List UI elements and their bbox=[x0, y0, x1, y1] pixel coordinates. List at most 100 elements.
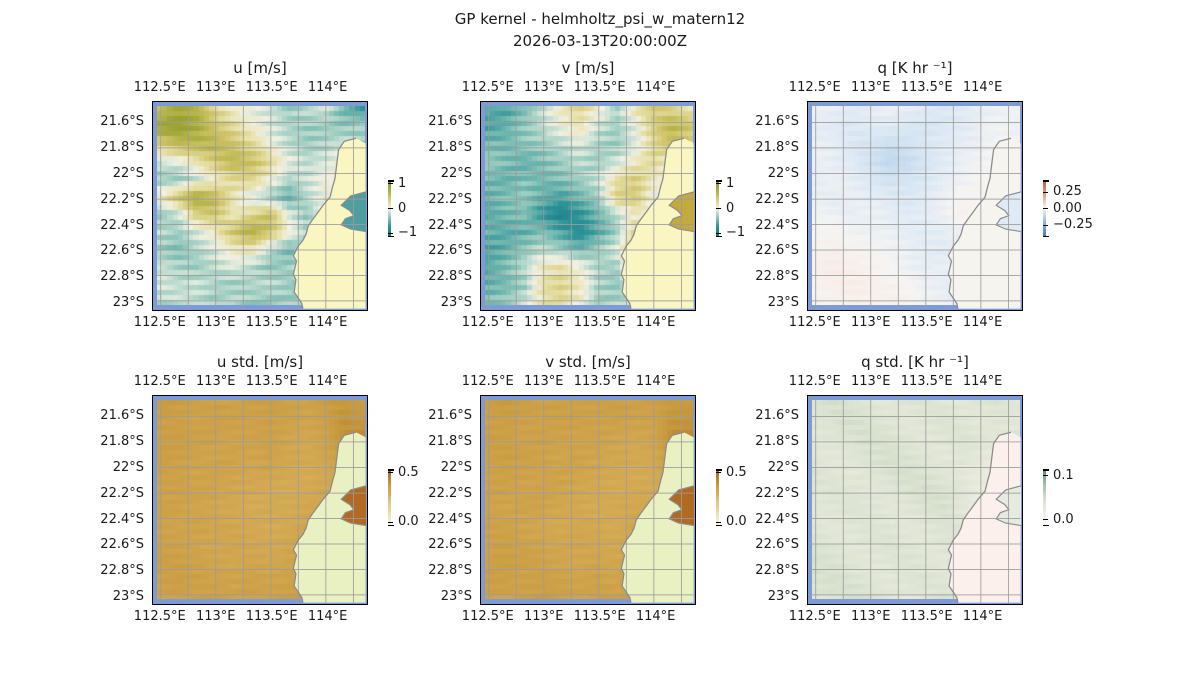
colorbar-cap-top-u_std bbox=[388, 469, 394, 471]
xtick-top-u_std: 112.5°E bbox=[133, 374, 186, 389]
colorbar-label-q: −0.25 bbox=[1053, 217, 1093, 232]
ytick-v_std: 21.8°S bbox=[428, 433, 472, 449]
xtick-bottom-v: 113.5°E bbox=[573, 315, 626, 330]
ytick-u: 22.2°S bbox=[100, 191, 144, 207]
colorbar-tick-v_std bbox=[716, 472, 721, 474]
xtick-bottom-u: 113°E bbox=[195, 315, 236, 330]
xtick-top-q_std: 114°E bbox=[962, 374, 1003, 389]
colorbar-tick-v bbox=[716, 208, 721, 209]
ytick-q_std: 21.8°S bbox=[755, 433, 799, 449]
land-u bbox=[293, 138, 366, 309]
xtick-top-v_std: 114°E bbox=[635, 374, 676, 389]
xtick-top-v: 113°E bbox=[523, 80, 564, 95]
coastline-q bbox=[947, 137, 1012, 309]
ytick-v_std: 22.6°S bbox=[428, 537, 472, 553]
colorbar-label-v_std: 0.0 bbox=[726, 514, 747, 530]
colorbar-cap-top-q_std bbox=[1043, 469, 1049, 471]
xtick-top-q_std: 113°E bbox=[850, 374, 891, 389]
colorbar-tick-q_std bbox=[1043, 475, 1048, 476]
xtick-bottom-u: 112.5°E bbox=[133, 315, 186, 330]
land-q_std bbox=[948, 432, 1021, 603]
ytick-v_std: 22.8°S bbox=[428, 563, 472, 579]
xtick-bottom-u_std: 114°E bbox=[307, 609, 348, 624]
colorbar-tick-u_std bbox=[388, 521, 393, 523]
ytick-q_std: 22.6°S bbox=[755, 537, 799, 553]
ytick-v: 21.8°S bbox=[428, 139, 472, 155]
xtick-top-u: 113°E bbox=[195, 80, 236, 95]
map-overlay-v bbox=[481, 102, 694, 309]
xtick-top-u: 113.5°E bbox=[245, 80, 298, 95]
colorbar-tick-q bbox=[1043, 208, 1048, 209]
land-q bbox=[948, 138, 1021, 309]
ytick-u: 21.6°S bbox=[100, 113, 144, 129]
ytick-q_std: 23°S bbox=[767, 589, 799, 605]
xtick-bottom-v: 114°E bbox=[635, 315, 676, 330]
colorbar-cap-bottom-v_std bbox=[716, 524, 722, 526]
ytick-q: 21.8°S bbox=[755, 139, 799, 155]
ytick-q: 22.6°S bbox=[755, 243, 799, 259]
colorbar-cap-bottom-q_std bbox=[1043, 524, 1049, 526]
colorbar-label-v: 0 bbox=[726, 200, 735, 216]
ytick-v: 22°S bbox=[440, 165, 472, 181]
ytick-q: 22.2°S bbox=[755, 191, 799, 207]
map-u bbox=[152, 101, 368, 311]
ytick-v: 23°S bbox=[440, 295, 472, 311]
ytick-u_std: 21.8°S bbox=[100, 433, 144, 449]
xtick-top-u_std: 114°E bbox=[307, 374, 348, 389]
xtick-bottom-u_std: 112.5°E bbox=[133, 609, 186, 624]
map-u_std bbox=[152, 395, 368, 605]
colorbar-label-q: 0.00 bbox=[1053, 200, 1082, 216]
panel-title-q: q [K hr ⁻¹] bbox=[877, 59, 953, 77]
colorbar-label-q_std: 0.0 bbox=[1053, 511, 1074, 527]
ytick-u: 22.6°S bbox=[100, 243, 144, 259]
ytick-v: 22.4°S bbox=[428, 217, 472, 233]
xtick-bottom-v: 113°E bbox=[523, 315, 564, 330]
ytick-q: 22.8°S bbox=[755, 269, 799, 285]
colorbar-tick-v bbox=[716, 232, 721, 234]
map-overlay-v_std bbox=[481, 396, 694, 603]
colorbar-cap-bottom-q bbox=[1043, 235, 1049, 237]
panel-title-v_std: v std. [m/s] bbox=[545, 353, 631, 371]
colorbar-cap-bottom-u bbox=[388, 235, 394, 237]
xtick-bottom-q_std: 113°E bbox=[850, 609, 891, 624]
xtick-bottom-u_std: 113.5°E bbox=[245, 609, 298, 624]
xtick-bottom-q: 112.5°E bbox=[788, 315, 841, 330]
ytick-u_std: 22.4°S bbox=[100, 511, 144, 527]
xtick-top-q_std: 113.5°E bbox=[900, 374, 953, 389]
colorbar-tick-u_std bbox=[388, 472, 393, 474]
ytick-q: 23°S bbox=[767, 295, 799, 311]
xtick-top-u_std: 113.5°E bbox=[245, 374, 298, 389]
ytick-q: 22.4°S bbox=[755, 217, 799, 233]
coastline-u bbox=[292, 137, 357, 309]
ytick-u_std: 22°S bbox=[112, 459, 144, 475]
xtick-top-u: 114°E bbox=[307, 80, 348, 95]
xtick-bottom-u: 113.5°E bbox=[245, 315, 298, 330]
ytick-u: 22°S bbox=[112, 165, 144, 181]
colorbar-label-u_std: 0.0 bbox=[398, 514, 419, 530]
colorbar-label-v_std: 0.5 bbox=[726, 464, 747, 480]
map-overlay-u bbox=[153, 102, 366, 309]
ytick-v_std: 22.2°S bbox=[428, 485, 472, 501]
ytick-v: 22.6°S bbox=[428, 243, 472, 259]
ytick-q_std: 22.8°S bbox=[755, 563, 799, 579]
ytick-q: 22°S bbox=[767, 165, 799, 181]
colorbar-cap-top-v bbox=[716, 180, 722, 182]
xtick-top-v: 113.5°E bbox=[573, 80, 626, 95]
xtick-bottom-v: 112.5°E bbox=[461, 315, 514, 330]
xtick-top-q_std: 112.5°E bbox=[788, 374, 841, 389]
ytick-v_std: 23°S bbox=[440, 589, 472, 605]
map-v bbox=[480, 101, 696, 311]
xtick-bottom-q: 113°E bbox=[850, 315, 891, 330]
ytick-q_std: 22.4°S bbox=[755, 511, 799, 527]
ytick-u: 21.8°S bbox=[100, 139, 144, 155]
ytick-u_std: 22.6°S bbox=[100, 537, 144, 553]
coastline-u_std bbox=[292, 431, 357, 603]
figure-title: GP kernel - helmholtz_psi_w_matern12 bbox=[454, 10, 746, 28]
xtick-bottom-v_std: 113°E bbox=[523, 609, 564, 624]
colorbar-q_std bbox=[1043, 470, 1046, 525]
ytick-v: 21.6°S bbox=[428, 113, 472, 129]
map-q bbox=[807, 101, 1023, 311]
xtick-top-u_std: 113°E bbox=[195, 374, 236, 389]
colorbar-cap-top-v_std bbox=[716, 469, 722, 471]
